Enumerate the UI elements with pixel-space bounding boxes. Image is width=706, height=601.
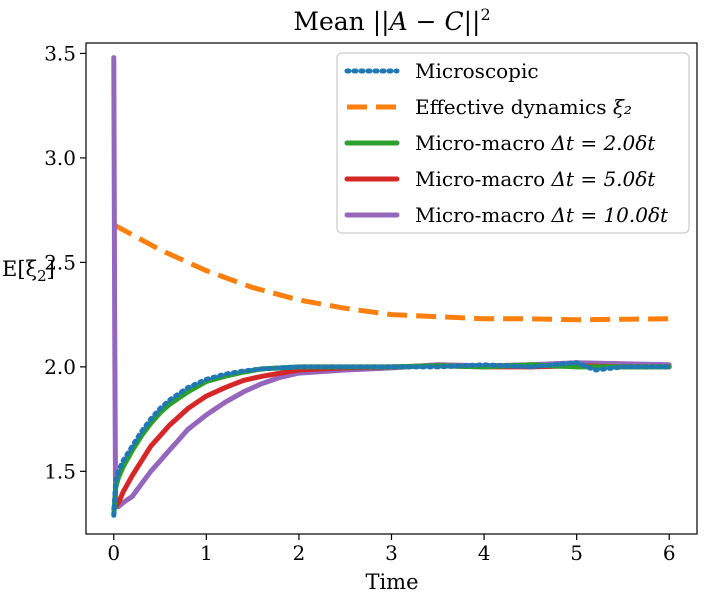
x-tick-label: 2 <box>293 541 306 565</box>
legend-label-4: Micro-macro Δt = 10.0δt <box>415 203 669 227</box>
y-tick-label: 1.5 <box>44 459 76 483</box>
y-tick-label: 3.5 <box>44 41 76 65</box>
series-line-1 <box>112 222 670 323</box>
x-tick-label: 0 <box>107 541 120 565</box>
x-tick-label: 4 <box>478 541 491 565</box>
series-line-2 <box>111 362 672 518</box>
x-axis-label: Time <box>365 570 418 594</box>
series-layer <box>111 55 672 518</box>
x-tick-label: 5 <box>570 541 583 565</box>
y-tick-label: 2.5 <box>44 250 76 274</box>
plot-frame <box>85 42 698 535</box>
x-tick-label: 6 <box>663 541 676 565</box>
legend: Microscopic Effective dynamics ξ₂ Micro-ma… <box>336 52 690 234</box>
legend-label-1: Effective dynamics ξ₂ <box>415 95 632 119</box>
legend-box <box>336 52 690 234</box>
y-axis-label: E[ξ2] <box>2 257 55 285</box>
legend-label-2: Micro-macro Δt = 2.0δt <box>415 131 656 155</box>
series-line-0 <box>111 360 672 518</box>
legend-label-3: Micro-macro Δt = 5.0δt <box>415 167 656 191</box>
y-tick-label: 3.0 <box>44 146 76 170</box>
y-axis-ticks: 1.5 2.0 2.5 3.0 3.5 <box>44 41 86 483</box>
y-tick-label: 2.0 <box>44 355 76 379</box>
legend-label-0: Microscopic <box>415 59 539 83</box>
x-tick-label: 1 <box>200 541 213 565</box>
x-axis-ticks: 0 1 2 3 4 5 6 <box>107 534 676 565</box>
chart-title: Mean ||A − C||2 <box>293 5 490 37</box>
x-tick-label: 3 <box>385 541 398 565</box>
